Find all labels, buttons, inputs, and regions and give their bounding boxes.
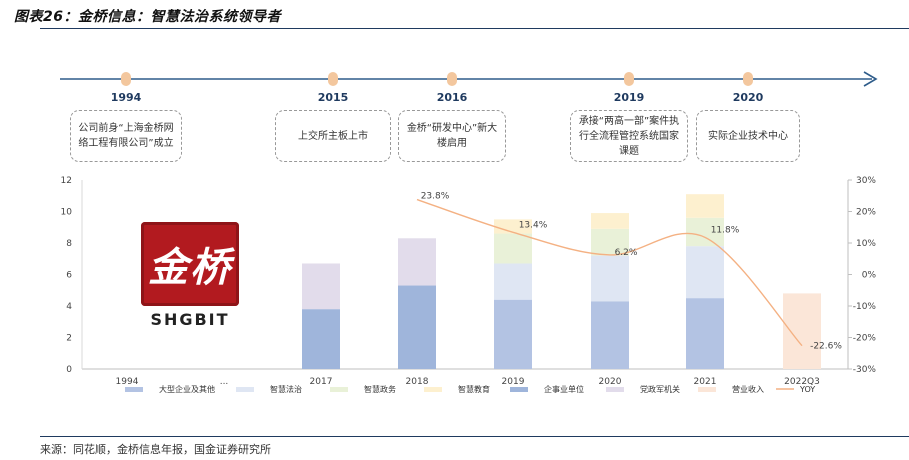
bottom-rule: [40, 436, 909, 437]
timeline-dot: [121, 72, 131, 86]
logo-glyph: 金桥: [148, 244, 232, 291]
yoy-data-label: 6.2%: [615, 248, 638, 258]
figure-title: 图表26：金桥信息：智慧法治系统领导者: [14, 9, 281, 25]
timeline-dot: [447, 72, 457, 86]
logo-emblem: 金桥: [141, 222, 239, 306]
x-tick-label: 2022Q3: [784, 377, 820, 387]
legend-swatch: [236, 387, 254, 392]
y-left-tick-label: 0: [66, 365, 72, 375]
revenue-chart: 0 2 4 6 8 10 12 -30% -20% -10% 0% 10% 20% 30% 1994... 2…: [61, 176, 877, 394]
y-left-tick-label: 4: [66, 302, 72, 312]
logo-wordmark: SHGBIT: [150, 310, 230, 329]
bar-segment: [783, 293, 821, 369]
milestone-year: 2019: [613, 91, 645, 104]
legend-label: 智慧法治: [270, 384, 302, 394]
legend-label: 党政军机关: [640, 384, 680, 394]
y-right-tick-label: -10%: [853, 302, 877, 312]
bar-segment: [591, 255, 629, 302]
legend-swatch: [424, 387, 442, 392]
milestone-box: 金桥“研发中心”新大楼启用: [398, 110, 506, 162]
chart-bars: [302, 194, 821, 369]
x-tick-label: ...: [220, 377, 229, 387]
timeline-arrow: [60, 71, 878, 87]
bar-segment: [686, 194, 724, 218]
legend-swatch: [606, 387, 624, 392]
yoy-data-label: 13.4%: [519, 220, 548, 230]
bar-segment: [302, 309, 340, 369]
yoy-line-path: [416, 198, 803, 347]
timeline-dot: [624, 72, 634, 86]
legend-label: 营业收入: [732, 384, 764, 394]
bar-segment: [686, 246, 724, 299]
legend-label: 智慧政务: [364, 384, 396, 394]
legend-swatch: [698, 387, 716, 392]
milestone-box: 承接“两高一部”案件执行全流程管控系统国家课题: [570, 110, 688, 162]
bar-segment: [591, 228, 629, 256]
yoy-data-label: 11.8%: [711, 225, 740, 235]
timeline-dot: [328, 72, 338, 86]
y-left-tick-label: 2: [66, 334, 72, 344]
bar-segment: [494, 263, 532, 300]
y-right-tick-label: 10%: [856, 239, 876, 249]
milestone-box: 公司前身“上海金桥网络工程有限公司”成立: [70, 110, 182, 162]
milestone-year: 1994: [110, 91, 142, 104]
y-right-tick-label: -30%: [853, 365, 877, 375]
y-left-tick-label: 10: [61, 208, 73, 218]
legend-label: 大型企业及其他: [159, 384, 215, 394]
y-left-tick-label: 6: [66, 271, 72, 281]
y-left-tick-label: 8: [66, 239, 72, 249]
milestone-box: 实际企业技术中心: [696, 110, 800, 162]
y-right-tick-label: 0%: [862, 271, 877, 281]
yoy-data-label: -22.6%: [810, 342, 842, 352]
legend-label: 企事业单位: [544, 384, 584, 394]
bar-segment: [398, 285, 436, 369]
milestone-year: 2016: [436, 91, 468, 104]
legend-swatch: [510, 387, 528, 392]
company-logo: 金桥 SHGBIT: [141, 222, 239, 330]
x-tick-label: 2018: [406, 377, 429, 387]
bar-segment: [686, 217, 724, 247]
y-right-tick-label: -20%: [853, 334, 877, 344]
x-tick-label: 2019: [502, 377, 525, 387]
x-tick-label: 2017: [310, 377, 333, 387]
bar-segment: [591, 213, 629, 229]
bar-segment: [398, 238, 436, 286]
yoy-data-label: 23.8%: [421, 192, 450, 202]
bar-segment: [686, 298, 724, 369]
legend-swatch: [330, 387, 348, 392]
bar-segment: [591, 301, 629, 369]
legend-swatch: [125, 387, 143, 392]
x-tick-label: 2020: [599, 377, 622, 387]
milestone-year: 2020: [732, 91, 764, 104]
chart-legend: 大型企业及其他 智慧法治 智慧政务 智慧教育 企事业单位 党政军机关 营业收入 YOY: [125, 384, 815, 394]
legend-label: YOY: [799, 385, 815, 394]
x-tick-label: 2021: [694, 377, 717, 387]
milestone-year: 2015: [317, 91, 349, 104]
y-right-tick-label: 30%: [856, 176, 876, 186]
source-note: 来源：同花顺，金桥信息年报，国金证券研究所: [40, 443, 271, 456]
chart-axes: 0 2 4 6 8 10 12 -30% -20% -10% 0% 10% 20% 30% 1994... 2…: [61, 176, 877, 387]
bar-segment: [494, 299, 532, 369]
top-rule: [40, 28, 909, 29]
yoy-line: 23.8% 13.4% 6.2% 11.8% -22.6%: [416, 192, 842, 352]
y-left-tick-label: 12: [61, 176, 72, 186]
legend-label: 智慧教育: [458, 384, 490, 394]
bar-segment: [302, 263, 340, 310]
y-right-tick-label: 20%: [856, 208, 876, 218]
x-tick-label: 1994: [116, 377, 139, 387]
milestone-box: 上交所主板上市: [275, 110, 391, 162]
bar-segment: [494, 233, 532, 264]
timeline-dot: [743, 72, 753, 86]
